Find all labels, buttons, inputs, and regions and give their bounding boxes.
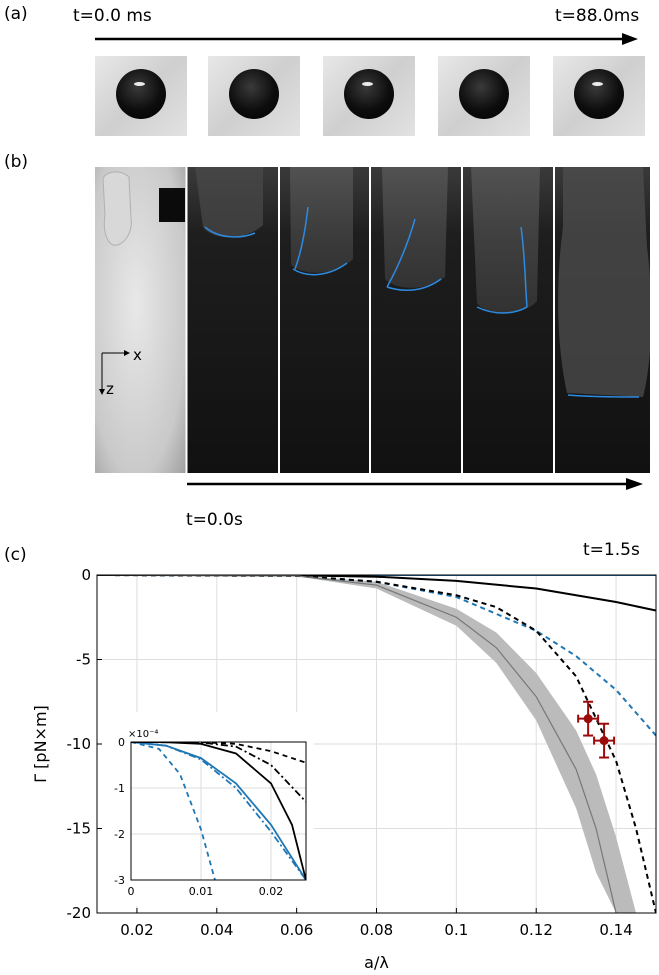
panel-b-end-time: t=1.5s — [583, 540, 640, 560]
x-tick-label: 0.02 — [120, 921, 153, 939]
panel-c-label: (c) — [4, 545, 27, 565]
panel-a-time-arrow — [95, 33, 638, 45]
inset-x-tick-label: 0.02 — [259, 885, 284, 898]
y-tick-label: -10 — [67, 735, 92, 753]
data-point — [583, 714, 593, 724]
inset-x-tick-label: 0.01 — [189, 885, 214, 898]
droplet-frame — [208, 56, 300, 136]
panel-a-end-time: t=88.0ms — [555, 6, 640, 26]
x-tick-label: 0.12 — [520, 921, 553, 939]
droplet — [116, 69, 166, 119]
y-tick-label: 0 — [81, 566, 91, 584]
inset-x-tick-label: 0 — [128, 885, 135, 898]
inset-frame — [130, 741, 307, 881]
plot-frame — [96, 574, 657, 914]
panel-a-label: (a) — [4, 4, 28, 24]
x-tick-label: 0.08 — [360, 921, 393, 939]
inset-y-tick-label: -2 — [114, 828, 125, 841]
panel-b-label: (b) — [4, 152, 29, 172]
x-tick-label: 0.1 — [444, 921, 468, 939]
x-tick-label: 0.14 — [599, 921, 632, 939]
droplet — [344, 69, 394, 119]
y-tick-label: -15 — [67, 820, 92, 838]
main-chart: 0.02 0.04 0.06 0.08 0.1 0.12 0.140-5-10-15-20a… — [31, 566, 657, 972]
y-tick-label: -20 — [67, 904, 92, 922]
panel-b-time-arrow — [187, 478, 643, 490]
camera-object — [159, 188, 185, 222]
data-point — [599, 736, 609, 746]
panel-a-start-time: t=0.0 ms — [73, 6, 152, 26]
x-axis-label: a/λ — [364, 953, 389, 972]
series-line-dashed-black — [97, 575, 656, 913]
inset-y-tick-label: -1 — [114, 782, 125, 795]
inset-y-multiplier: ×10⁻⁴ — [128, 729, 158, 740]
panel-b-start-time: t=0.0s — [186, 510, 243, 530]
inset-series-line-dashdot-blue — [131, 742, 306, 880]
droplet-frame — [323, 56, 415, 136]
axis-x-label: x — [133, 346, 142, 364]
inset-series-line-solid-blue — [131, 742, 306, 880]
droplet-frame — [553, 56, 645, 136]
y-tick-label: -5 — [76, 651, 91, 669]
x-tick-label: 0.04 — [200, 921, 233, 939]
series-line-gray-center — [97, 575, 617, 913]
y-axis-label: Γ [pN×m] — [31, 705, 50, 783]
inset-series-line-dashed-blue — [131, 742, 216, 880]
inset-y-tick-label: -3 — [114, 874, 125, 887]
x-tick-label: 0.06 — [280, 921, 313, 939]
uncertainty-band — [97, 575, 637, 913]
droplet — [459, 69, 509, 119]
droplet — [229, 69, 279, 119]
inset-background — [102, 712, 314, 906]
droplet — [574, 69, 624, 119]
droplet-frame — [438, 56, 530, 136]
droplet-frame — [95, 56, 187, 136]
panel-b-image — [95, 167, 650, 473]
inset-y-tick-label: 0 — [118, 736, 125, 749]
axis-z-label: z — [106, 380, 114, 398]
